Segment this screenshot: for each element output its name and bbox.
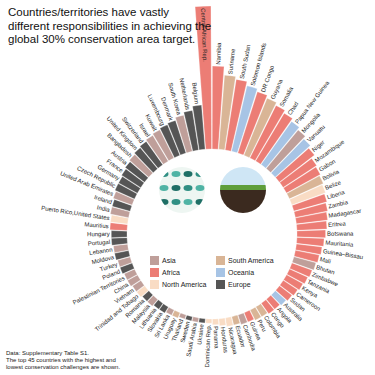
svg-text:Europe: Europe [228,281,251,289]
svg-text:Puerto Rico,United States: Puerto Rico,United States [41,205,110,221]
svg-text:Madagascar: Madagascar [328,208,362,219]
svg-text:South Sudan: South Sudan [239,44,251,79]
svg-text:Africa: Africa [162,269,180,276]
svg-text:Botswana: Botswana [327,231,354,237]
svg-text:Namibia: Namibia [215,42,222,65]
svg-text:Liberia: Liberia [326,189,346,200]
svg-text:Lebanon: Lebanon [89,247,113,257]
svg-text:Guyana: Guyana [270,78,284,100]
svg-text:Belize: Belize [324,179,342,191]
svg-text:South America: South America [228,257,274,264]
svg-text:Netherlands: Netherlands [179,77,191,110]
svg-text:Palestinian Territories: Palestinian Territories [72,275,126,306]
svg-text:Ukraine: Ukraine [196,323,204,345]
svg-text:Panama: Panama [213,326,220,349]
svg-text:Dominican Rep.: Dominican Rep. [204,324,212,367]
svg-text:Suriname: Suriname [227,48,236,75]
svg-text:Moldova: Moldova [91,254,115,265]
svg-text:India: India [96,204,111,213]
svg-text:South Korea: South Korea [167,82,182,116]
svg-text:Portugal: Portugal [88,239,111,247]
svg-text:Chad: Chad [287,101,300,116]
svg-text:Mauritius: Mauritius [84,221,109,229]
svg-text:Mauritania: Mauritania [325,240,354,248]
svg-text:Central African Rep.: Central African Rep. [200,8,208,62]
svg-text:North America: North America [162,281,206,288]
svg-text:Eritrea: Eritrea [328,221,347,228]
svg-text:Hungary: Hungary [87,231,110,237]
svg-text:Switzerland: Switzerland [121,116,145,144]
svg-text:Asia: Asia [162,257,176,264]
svg-text:Vanuatu: Vanuatu [306,124,326,144]
svg-text:Honduras: Honduras [220,327,229,354]
svg-text:Belgium: Belgium [191,82,199,104]
svg-text:Mali: Mali [319,256,331,264]
svg-text:Oceania: Oceania [228,269,254,276]
svg-text:Zambia: Zambia [328,199,349,210]
